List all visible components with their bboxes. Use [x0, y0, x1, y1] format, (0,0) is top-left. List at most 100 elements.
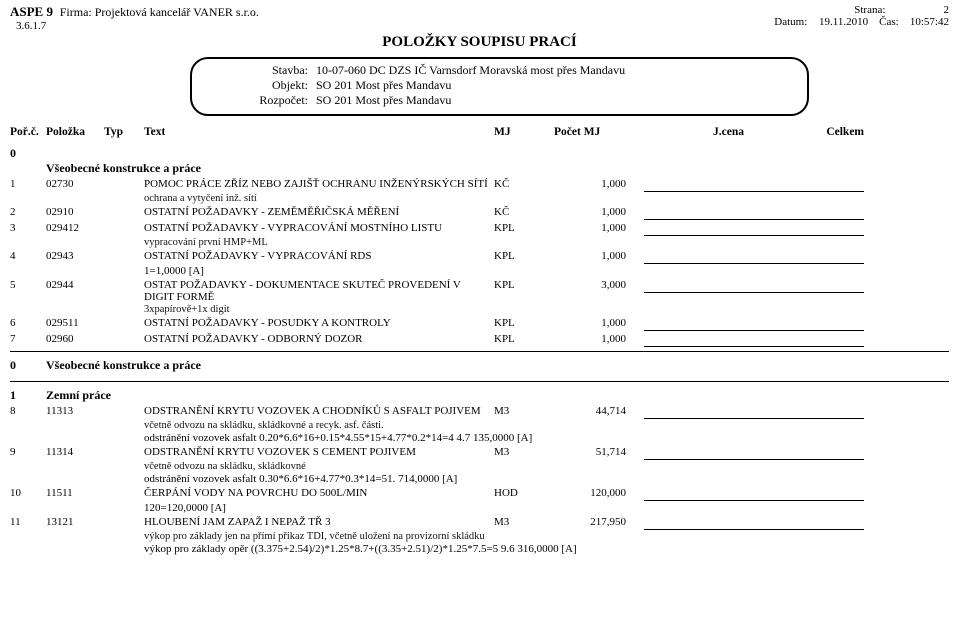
cell-por: 6 [10, 317, 46, 329]
cell-text: HLOUBENÍ JAM ZAPAŽ I NEPAŽ TŘ 3 [144, 516, 494, 528]
cell-text: OSTATNÍ POŽADAVKY - VYPRACOVÁNÍ RDS [144, 250, 494, 262]
blank-celkem[interactable] [764, 335, 864, 347]
blank-jcena[interactable] [644, 252, 764, 264]
calc-row: odstránění vozovek asfalt 0.20*6.6*16+0.… [10, 431, 949, 444]
page-title: POLOŽKY SOUPISU PRACÍ [10, 34, 949, 51]
blank-jcena[interactable] [644, 281, 764, 293]
blank-jcena[interactable] [644, 489, 764, 501]
blank-celkem[interactable] [764, 180, 864, 192]
blank-celkem[interactable] [764, 224, 864, 236]
note-row: včetně odvozu na skládku, skládkovné [10, 460, 949, 472]
cell-text: POMOC PRÁCE ZŘÍZ NEBO ZAJIŠŤ OCHRANU INŽ… [144, 178, 494, 190]
cell-qty: 120,000 [554, 487, 644, 499]
cell-code: 02944 [46, 279, 104, 291]
cell-mj: KČ [494, 206, 554, 218]
cell-mj: HOD [494, 487, 554, 499]
cell-text: OSTATNÍ POŽADAVKY - POSUDKY A KONTROLY [144, 317, 494, 329]
cell-por: 9 [10, 446, 46, 458]
blank-celkem[interactable] [764, 518, 864, 530]
blank-celkem[interactable] [764, 489, 864, 501]
strana-val: 2 [899, 4, 949, 16]
col-mj: MJ [494, 126, 554, 138]
blank-celkem[interactable] [764, 208, 864, 220]
table-row: 1011511 ČERPÁNÍ VODY NA POVRCHU DO 500L/M… [10, 485, 949, 501]
rozpocet-val: SO 201 Most přes Mandavu [316, 93, 793, 108]
calc-row: 120=120,0000 [A] [10, 501, 949, 514]
cell-por: 2 [10, 206, 46, 218]
blank-celkem[interactable] [764, 281, 864, 293]
col-typ: Typ [104, 126, 144, 138]
cell-text: ČERPÁNÍ VODY NA POVRCHU DO 500L/MIN [144, 487, 494, 499]
blank-jcena[interactable] [644, 335, 764, 347]
cell-mj: KPL [494, 333, 554, 345]
cell-mj: KPL [494, 222, 554, 234]
blank-jcena[interactable] [644, 224, 764, 236]
blank-celkem[interactable] [764, 252, 864, 264]
col-jcena: J.cena [644, 126, 764, 138]
section-sum: 0 Všeobecné konstrukce a práce [10, 352, 949, 377]
stavba-val: 10-07-060 DC DZS IČ Varnsdorf Moravská m… [316, 63, 793, 78]
cell-code: 02943 [46, 250, 104, 262]
firm-val: Projektová kancelář VANER s.r.o. [95, 5, 259, 19]
calc-row: výkop pro základy opěr ((3.375+2.54)/2)*… [10, 542, 949, 555]
blank-jcena[interactable] [644, 180, 764, 192]
col-celkem: Celkem [764, 126, 864, 138]
cell-por: 4 [10, 250, 46, 262]
note-text: výkop pro základy jen na přímí příkaz TD… [144, 531, 864, 542]
section-title: Všeobecné konstrukce a práce [46, 161, 494, 176]
cell-mj: M3 [494, 405, 554, 417]
cell-text: OSTATNÍ POŽADAVKY - ODBORNÝ DOZOR [144, 333, 494, 345]
blank-celkem[interactable] [764, 319, 864, 331]
objekt-val: SO 201 Most přes Mandavu [316, 78, 793, 93]
note-text: ochrana a vytyčení inž. sítí [144, 193, 864, 204]
cell-por: 10 [10, 487, 46, 499]
table-row: 102730POMOC PRÁCE ZŘÍZ NEBO ZAJIŠŤ OCHRA… [10, 176, 949, 192]
note-text: včetně odvozu na skládku, skládkovné [144, 461, 864, 472]
cell-por: 8 [10, 405, 46, 417]
header-left: ASPE 9 Firma: Projektová kancelář VANER … [10, 4, 259, 32]
cell-qty: 1,000 [554, 178, 644, 190]
cell-mj: M3 [494, 516, 554, 528]
cell-text: OSTATNÍ POŽADAVKY - ZEMĚMĚŘIČSKÁ MĚŘENÍ [144, 206, 494, 218]
section-num: 0 [10, 146, 46, 161]
datum-lbl: Datum: [774, 16, 816, 28]
blank-jcena[interactable] [644, 518, 764, 530]
cell-mj: M3 [494, 446, 554, 458]
blank-jcena[interactable] [644, 319, 764, 331]
section-header: 1 Zemní práce [10, 382, 949, 403]
table-row: 811313ODSTRANĚNÍ KRYTU VOZOVEK A CHODNÍK… [10, 403, 949, 419]
col-polozka: Položka [46, 126, 104, 138]
table-header: Poř.č. Položka Typ Text MJ Počet MJ J.ce… [10, 124, 949, 140]
page-header: ASPE 9 Firma: Projektová kancelář VANER … [10, 4, 949, 32]
blank-celkem[interactable] [764, 407, 864, 419]
cell-code: 11511 [46, 487, 104, 499]
strana-lbl: Strana: [854, 4, 896, 16]
blank-jcena[interactable] [644, 407, 764, 419]
blank-celkem[interactable] [764, 448, 864, 460]
cell-mj: KPL [494, 250, 554, 262]
cell-code: 11314 [46, 446, 104, 458]
table-row: 6029511OSTATNÍ POŽADAVKY - POSUDKY A KON… [10, 315, 949, 331]
version-label: 3.6.1.7 [10, 20, 46, 32]
blank-jcena[interactable] [644, 208, 764, 220]
calc-row: odstránění vozovek asfalt 0.30*6.6*16+4.… [10, 472, 949, 485]
cell-qty: 217,950 [554, 516, 644, 528]
meta-box: Stavba: 10-07-060 DC DZS IČ Varnsdorf Mo… [190, 57, 809, 116]
cell-code: 029412 [46, 222, 104, 234]
blank-jcena[interactable] [644, 448, 764, 460]
calc-text: odstránění vozovek asfalt 0.20*6.6*16+0.… [144, 432, 864, 444]
cell-text: ODSTRANĚNÍ KRYTU VOZOVEK S CEMENT POJIVE… [144, 446, 494, 458]
objekt-lbl: Objekt: [206, 78, 316, 93]
table-row: 911314 ODSTRANĚNÍ KRYTU VOZOVEK S CEMENT … [10, 444, 949, 460]
cell-code: 11313 [46, 405, 104, 417]
table-row: 502944OSTAT POŽADAVKY - DOKUMENTACE SKUT… [10, 277, 949, 303]
cell-text: OSTATNÍ POŽADAVKY - VYPRACOVÁNÍ MOSTNÍHO… [144, 222, 494, 234]
section-sum-num: 0 [10, 358, 46, 373]
cell-code: 13121 [46, 516, 104, 528]
page: ASPE 9 Firma: Projektová kancelář VANER … [0, 0, 959, 632]
table-row: 3029412OSTATNÍ POŽADAVKY - VYPRACOVÁNÍ M… [10, 220, 949, 236]
items-section-0: 102730POMOC PRÁCE ZŘÍZ NEBO ZAJIŠŤ OCHRA… [10, 176, 949, 347]
note-row: ochrana a vytyčení inž. sítí [10, 192, 949, 204]
calc-text: výkop pro základy opěr ((3.375+2.54)/2)*… [144, 543, 864, 555]
cell-mj: KPL [494, 317, 554, 329]
